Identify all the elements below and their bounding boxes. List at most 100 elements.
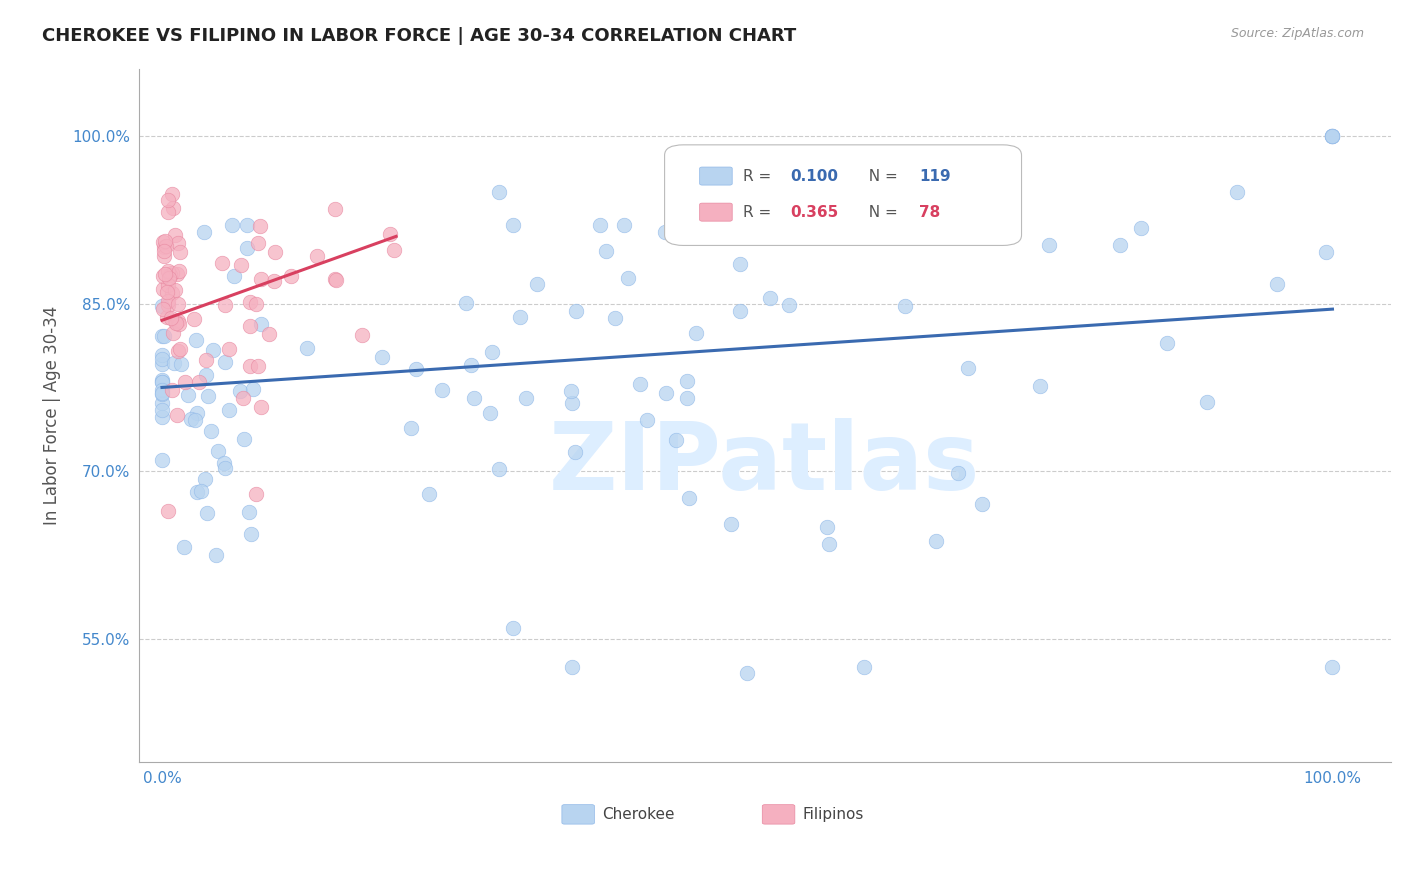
Point bbox=[162, 202, 184, 216]
Text: 0.100: 0.100 bbox=[790, 169, 838, 184]
Point bbox=[211, 256, 233, 270]
Point bbox=[565, 303, 588, 318]
Point bbox=[150, 402, 173, 417]
Point bbox=[488, 462, 510, 476]
Point bbox=[150, 299, 173, 313]
Point bbox=[515, 391, 537, 405]
Point bbox=[180, 411, 202, 425]
Point bbox=[1322, 128, 1344, 143]
Point bbox=[150, 383, 173, 397]
Text: Filipinos: Filipinos bbox=[803, 807, 863, 822]
Point bbox=[165, 316, 187, 330]
Point bbox=[378, 227, 401, 242]
Point bbox=[152, 301, 174, 316]
Point bbox=[239, 527, 262, 541]
Point bbox=[675, 392, 697, 406]
Text: R =: R = bbox=[744, 204, 776, 219]
Point bbox=[678, 491, 700, 505]
Point bbox=[218, 342, 240, 356]
Point bbox=[166, 314, 188, 328]
Point bbox=[1322, 128, 1344, 143]
Text: CHEROKEE VS FILIPINO IN LABOR FORCE | AGE 30-34 CORRELATION CHART: CHEROKEE VS FILIPINO IN LABOR FORCE | AG… bbox=[42, 27, 796, 45]
Point bbox=[166, 297, 188, 311]
Point bbox=[242, 382, 264, 396]
Point bbox=[214, 461, 236, 475]
Point bbox=[1130, 221, 1153, 235]
Text: N =: N = bbox=[859, 204, 903, 219]
Point bbox=[186, 485, 208, 500]
Point bbox=[1195, 395, 1218, 409]
Point bbox=[1267, 277, 1289, 291]
Point bbox=[488, 185, 510, 199]
Point bbox=[295, 341, 318, 355]
Point bbox=[1322, 128, 1344, 143]
Point bbox=[229, 384, 252, 398]
Point bbox=[325, 272, 347, 286]
Point bbox=[153, 329, 176, 343]
Point bbox=[183, 312, 205, 326]
Point bbox=[150, 375, 173, 389]
Point bbox=[152, 282, 174, 296]
Point bbox=[156, 293, 179, 308]
Point bbox=[778, 298, 800, 312]
Point bbox=[150, 385, 173, 400]
Point bbox=[849, 219, 872, 234]
Point bbox=[156, 264, 179, 278]
Point bbox=[239, 319, 262, 334]
Point bbox=[166, 236, 188, 251]
Point bbox=[250, 272, 273, 286]
Point bbox=[165, 228, 187, 243]
Point bbox=[675, 374, 697, 388]
Point bbox=[160, 383, 183, 397]
Point bbox=[173, 541, 195, 555]
Text: R =: R = bbox=[744, 169, 776, 184]
Point bbox=[325, 202, 347, 216]
Text: Cherokee: Cherokee bbox=[602, 807, 675, 822]
Point bbox=[156, 285, 179, 299]
FancyBboxPatch shape bbox=[700, 167, 733, 185]
Point bbox=[150, 395, 173, 409]
Point bbox=[613, 218, 636, 232]
Point bbox=[1108, 237, 1130, 252]
Point bbox=[418, 487, 440, 501]
Text: N =: N = bbox=[859, 169, 903, 184]
Point bbox=[1038, 238, 1060, 252]
Point bbox=[405, 362, 427, 376]
Point bbox=[222, 268, 245, 283]
Point bbox=[150, 386, 173, 401]
Point bbox=[595, 244, 617, 259]
Point bbox=[844, 185, 866, 199]
Point bbox=[728, 304, 751, 318]
Point bbox=[561, 660, 583, 674]
Point bbox=[153, 244, 176, 258]
Point bbox=[157, 298, 180, 312]
Point bbox=[759, 291, 782, 305]
Point bbox=[246, 359, 269, 374]
Point bbox=[169, 264, 191, 278]
Point bbox=[371, 350, 394, 364]
Point bbox=[249, 219, 271, 233]
Point bbox=[564, 445, 586, 459]
Point bbox=[184, 412, 207, 426]
Point bbox=[186, 406, 208, 420]
Point bbox=[479, 406, 502, 420]
Point bbox=[165, 314, 187, 328]
Point bbox=[401, 421, 423, 435]
Point bbox=[859, 223, 882, 237]
Point bbox=[246, 235, 269, 250]
Point bbox=[150, 373, 173, 387]
Point bbox=[166, 343, 188, 358]
Point bbox=[202, 343, 225, 357]
Point bbox=[589, 218, 612, 232]
FancyBboxPatch shape bbox=[562, 805, 595, 824]
Point bbox=[815, 520, 838, 534]
Point bbox=[156, 503, 179, 517]
Point bbox=[159, 268, 181, 282]
Point bbox=[197, 389, 219, 403]
Point bbox=[617, 271, 640, 285]
Point bbox=[166, 409, 188, 423]
Point bbox=[194, 353, 217, 368]
Point bbox=[150, 410, 173, 425]
Point bbox=[250, 317, 273, 331]
Point bbox=[636, 413, 658, 427]
